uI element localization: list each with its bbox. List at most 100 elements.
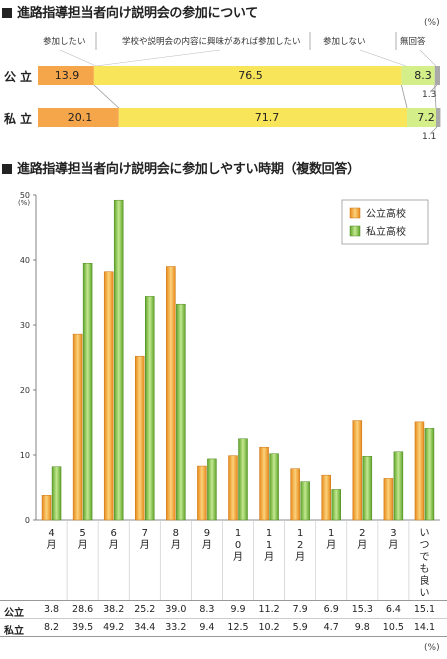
note-leader [429,126,438,135]
table-cell: 14.1 [413,622,436,633]
x-tick-label: 月 [109,539,119,551]
bar [176,303,186,521]
seg-private-interested: 71.7 [254,111,280,124]
x-tick-label: 月 [171,539,181,551]
table-bottom-rule [0,636,447,637]
x-tick-label: 2 [359,528,365,539]
bar [238,438,248,521]
table-cell: 33.2 [165,622,187,633]
x-tick-label: い [419,528,429,539]
x-tick-label: 4 [48,528,54,539]
table-cell: 9.9 [230,604,246,615]
table-cell: 3.8 [43,604,60,615]
bar [393,451,404,521]
x-tick-label: 2 [297,540,303,551]
table-cell: 39.0 [165,604,187,615]
legend-label: 公立高校 [366,207,406,220]
header-not-attend: 参加しない [323,37,366,47]
x-tick-label: 0 [235,540,241,551]
connector-line [93,84,120,109]
bar-segment [93,66,402,85]
table-mid-rule [0,618,447,619]
table-cell: 9.8 [354,622,370,633]
public-no-answer-value: 1.3 [422,90,437,100]
x-tick-label: も [419,563,429,575]
x-tick-label: 月 [233,551,243,563]
bar-segment [435,108,441,127]
legend-swatch [349,207,361,219]
table-cell: 11.2 [258,604,280,615]
table-cell: 5.9 [292,622,308,633]
header-want: 参加したい [43,37,86,47]
bar [321,474,331,521]
bar [51,466,62,521]
x-tick-label: 月 [47,539,57,551]
bar [135,355,145,521]
x-tick-label: 月 [326,539,336,551]
seg-private-want: 20.1 [67,111,93,124]
x-tick-label: 1 [235,528,241,539]
bar-segment [118,108,408,127]
table-cell: 6.9 [323,604,339,615]
bar [424,428,435,521]
bar-segment [407,108,436,127]
x-tick-label: 8 [173,528,179,539]
bar [103,271,114,521]
row-label-private: 私立 [4,112,37,126]
bar-segment [38,108,119,127]
bar [352,420,363,521]
bar [113,199,124,521]
bar [145,296,155,521]
y-tick-label: 40 [20,256,30,265]
table-cell: 9.4 [199,622,215,633]
x-tick-label: 月 [295,551,305,563]
x-tick-label: 月 [78,539,88,551]
table-cell: 10.2 [258,622,280,633]
y-tick-label: 0 [25,516,30,525]
x-tick-label: つ [419,540,429,551]
table-cell: 8.3 [199,604,215,615]
bar [300,481,310,521]
header-if-interested: 学校や説明会の内容に興味があれば参加したい [122,37,301,47]
private-no-answer-value: 1.1 [422,132,437,142]
y-tick-label: 20 [20,386,30,395]
header-guide-line [359,49,407,67]
legend-box [341,199,429,245]
stacked-bar-chart [38,32,441,135]
bar-segment [434,66,440,85]
note-leader [429,84,438,93]
table-cell: 28.6 [72,604,94,615]
table-cell: 34.4 [134,622,156,633]
x-tick-label: 1 [266,540,272,551]
y-unit-label: (%) [18,199,30,207]
header-guide-line [95,49,221,67]
bar [207,458,217,521]
seg-private-not: 7.2 [417,111,435,124]
bar [331,489,341,521]
section2-title: 進路指導担当者向け説明会に参加しやすい時期（複数回答） [2,158,360,177]
table-cell: 10.5 [382,622,404,633]
table-cell: 12.5 [227,622,249,633]
x-tick-label: で [419,552,429,563]
bar [383,478,394,521]
bar [290,468,300,521]
bar [72,333,83,521]
bar [414,421,425,521]
row-label-public: 公立 [4,70,37,84]
bar-segment [401,66,435,85]
seg-public-want: 13.9 [54,69,80,82]
bar [259,446,269,521]
table-top-rule [0,600,447,601]
bar [41,495,52,521]
header-guide-line [419,49,437,67]
bar [197,465,207,521]
table-cell: 49.2 [103,622,125,633]
x-tick-label: 6 [111,528,117,539]
table-cell: 15.3 [351,604,373,615]
table-label-private: 私立 [4,626,24,637]
section1-unit: (%) [424,18,440,28]
legend-swatch [349,225,361,237]
table-cell: 39.5 [72,622,94,633]
table-cell: 4.7 [323,622,339,633]
